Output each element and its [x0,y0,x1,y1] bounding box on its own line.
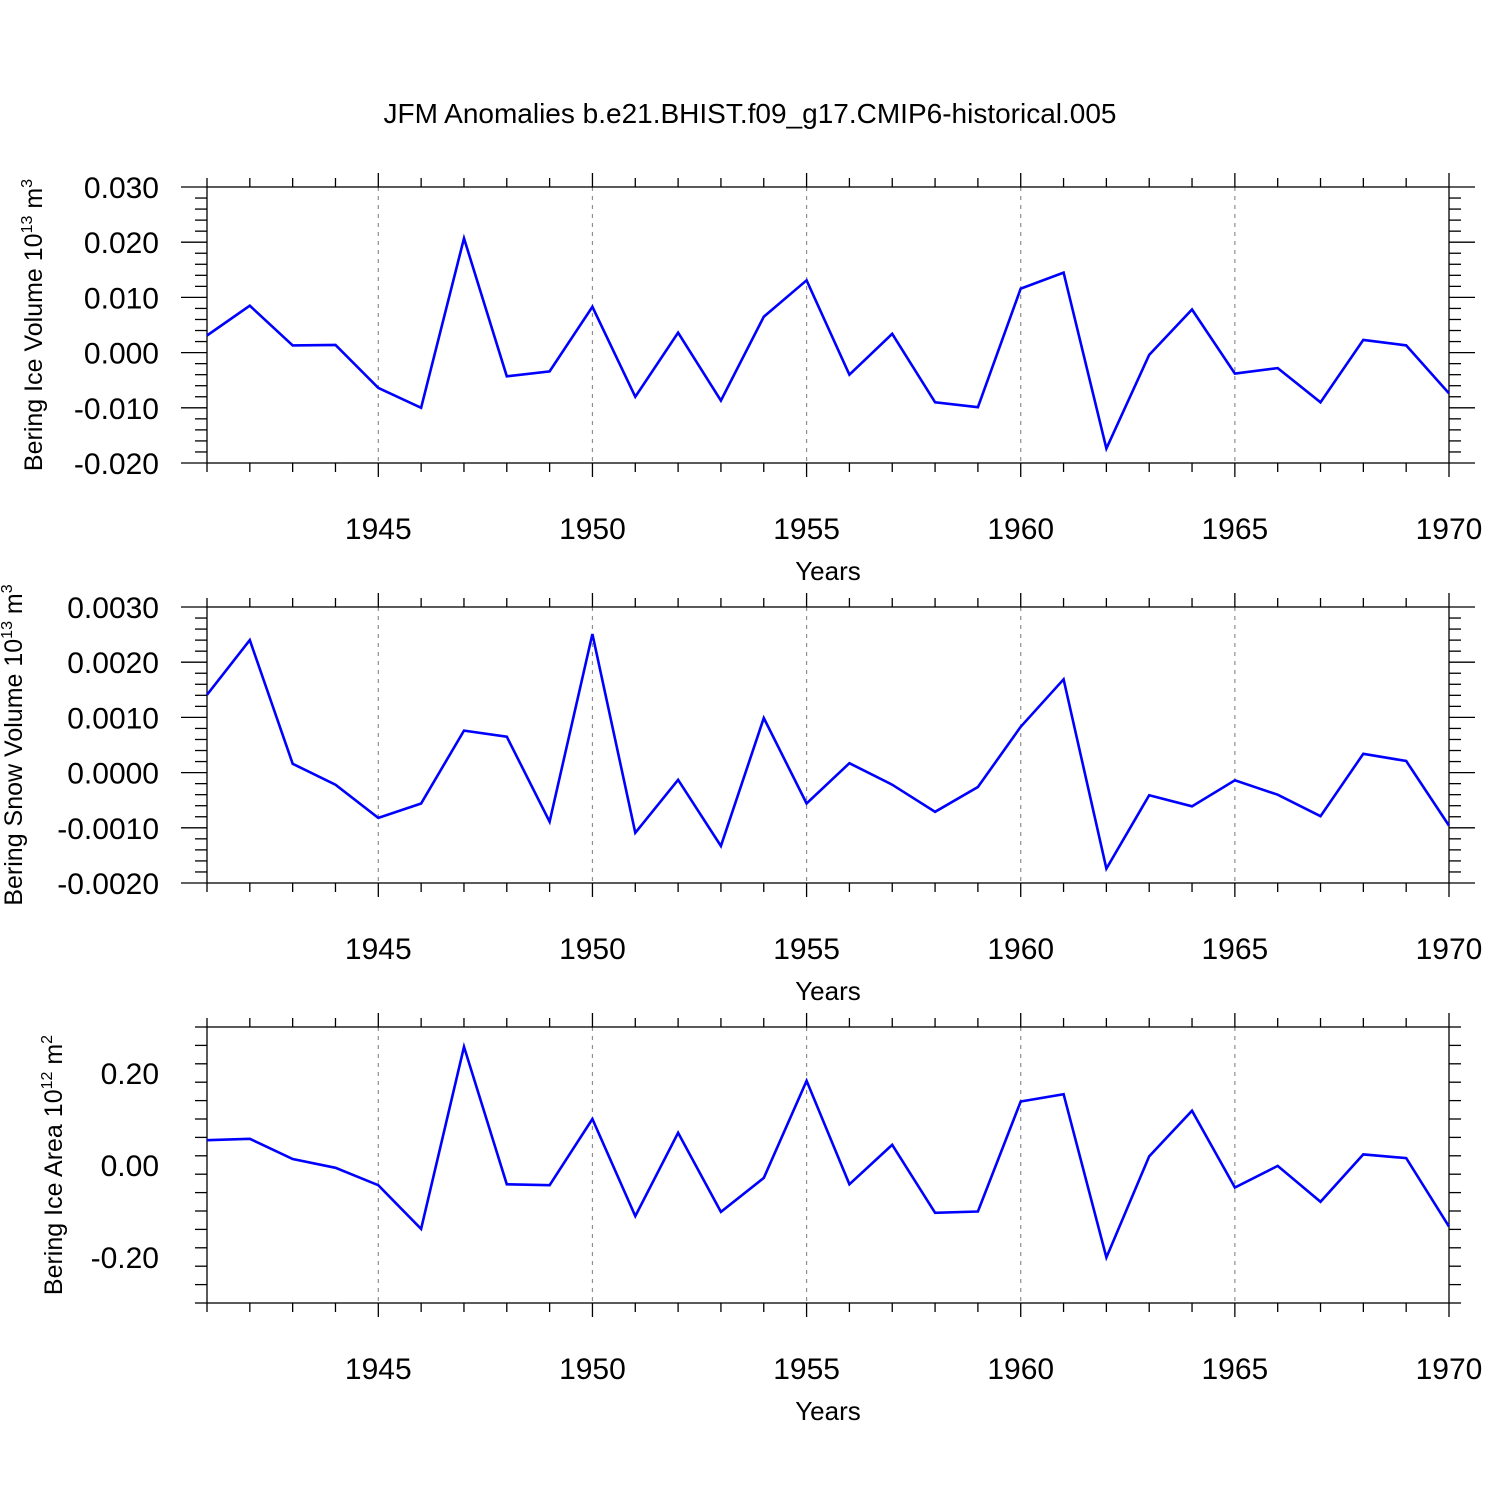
x-tick-label: 1960 [987,513,1054,546]
y-axis-label-unit: m [20,188,48,216]
panels: -0.020 -0.010 0.000 0.010 0.020 0.030 1945 1950… [0,172,1482,1426]
x-tick-label: 1970 [1416,513,1483,546]
y-axis-label-unit-exponent: 3 [19,179,36,188]
x-tick-label: 1950 [559,513,626,546]
y-axis-label-unit-exponent: 3 [0,584,16,593]
y-tick-label: 0.0000 [67,758,159,791]
x-tick-label: 1945 [345,1353,412,1386]
x-tick-label: 1955 [773,933,840,966]
y-tick-label: 0.0020 [67,647,159,680]
x-axis-label: Years [795,556,861,586]
y-axis-label: Bering Ice Volume 1013 m3 [19,179,48,471]
x-tick-label: 1950 [559,1353,626,1386]
y-axis-label-text: Bering Ice Volume 10 [20,233,48,471]
y-tick-label: -0.010 [74,393,159,426]
y-tick-label: 0.20 [101,1058,159,1091]
x-tick-label: 1955 [773,1353,840,1386]
y-axis-label-unit: m [40,1044,68,1072]
y-tick-label: 0.0010 [67,702,159,735]
y-tick-label: -0.0010 [57,813,159,846]
y-tick-label: 0.00 [101,1150,159,1183]
x-axis-label: Years [795,976,861,1006]
chart-panel: -0.020 -0.010 0.000 0.010 0.020 0.030 1945 1950… [19,172,1482,586]
y-tick-label: 0.0030 [67,592,159,625]
plot-frame [206,186,1450,464]
x-tick-label: 1945 [345,933,412,966]
plot-frame [206,606,1450,884]
x-tick-label: 1945 [345,513,412,546]
chart-panel: -0.0020 -0.0010 0.0000 0.0010 0.0020 0.0030 19… [0,584,1482,1006]
y-axis-label-text: Bering Ice Area 10 [40,1089,68,1295]
y-axis-label: Bering Snow Volume 1013 m3 [0,584,28,905]
y-axis-label: Bering Ice Area 1012 m2 [39,1035,68,1295]
y-tick-label: -0.0020 [57,868,159,901]
x-tick-label: 1950 [559,933,626,966]
x-tick-label: 1965 [1201,513,1268,546]
x-tick-label: 1970 [1416,933,1483,966]
x-tick-label: 1960 [987,933,1054,966]
y-tick-label: -0.020 [74,448,159,481]
x-tick-label: 1955 [773,513,840,546]
y-tick-label: 0.020 [84,227,159,260]
y-tick-label: 0.000 [84,338,159,371]
y-tick-label: 0.030 [84,172,159,205]
x-tick-label: 1970 [1416,1353,1483,1386]
series-line [205,633,1451,873]
y-axis-label-unit-exponent: 2 [39,1035,56,1044]
y-axis-label-exponent: 13 [0,621,16,639]
series-line [206,1041,1451,1262]
plot-frame [206,1026,1450,1304]
chart-panel: -0.20 0.00 0.20 1945 1950 1955 1960 1965 1970 Yea… [39,1013,1482,1426]
y-axis-label-exponent: 13 [19,216,36,234]
y-axis-label-text: Bering Snow Volume 10 [0,639,28,906]
y-tick-label: 0.010 [84,282,159,315]
y-axis-label-unit: m [0,593,28,621]
y-tick-label: -0.20 [91,1242,159,1275]
x-tick-label: 1965 [1201,1353,1268,1386]
figure-title: JFM Anomalies b.e21.BHIST.f09_g17.CMIP6-… [383,98,1116,129]
y-axis-label-exponent: 12 [39,1071,56,1089]
x-tick-label: 1960 [987,1353,1054,1386]
x-axis-label: Years [795,1396,861,1426]
x-tick-label: 1965 [1201,933,1268,966]
series-line [206,233,1450,453]
